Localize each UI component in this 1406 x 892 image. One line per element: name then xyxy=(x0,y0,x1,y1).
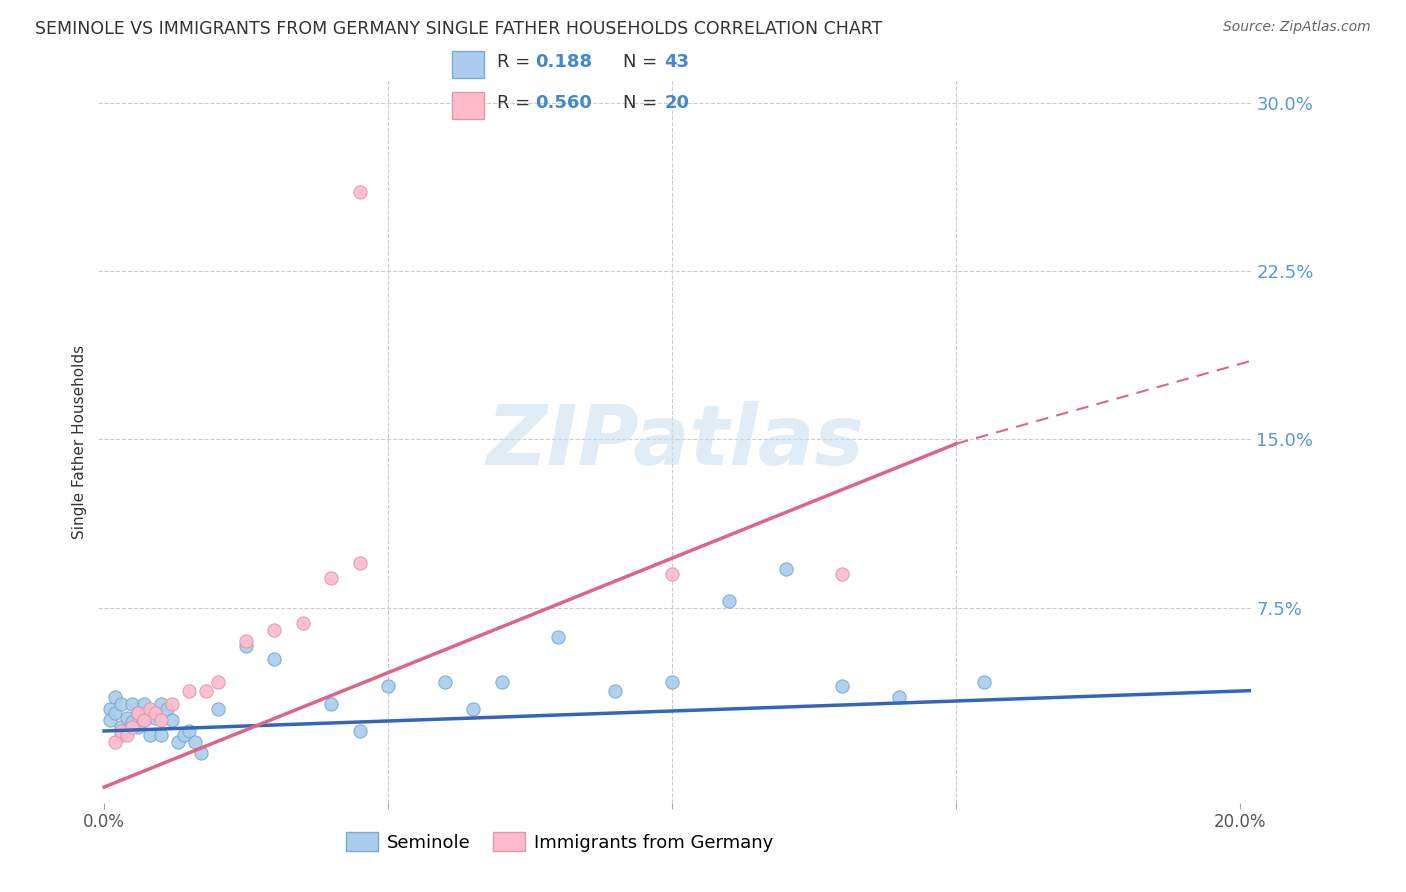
Text: SEMINOLE VS IMMIGRANTS FROM GERMANY SINGLE FATHER HOUSEHOLDS CORRELATION CHART: SEMINOLE VS IMMIGRANTS FROM GERMANY SING… xyxy=(35,20,883,37)
Point xyxy=(889,690,911,705)
Point xyxy=(605,683,627,698)
FancyBboxPatch shape xyxy=(453,51,484,78)
Point xyxy=(463,701,485,715)
Point xyxy=(121,697,143,711)
Legend: Seminole, Immigrants from Germany: Seminole, Immigrants from Germany xyxy=(339,825,780,859)
Point xyxy=(235,639,257,653)
Point xyxy=(98,701,121,715)
Point xyxy=(717,594,740,608)
Point xyxy=(115,729,138,743)
Point xyxy=(104,735,127,749)
Point xyxy=(321,697,343,711)
Point xyxy=(831,566,853,581)
FancyBboxPatch shape xyxy=(453,92,484,119)
Point xyxy=(132,713,155,727)
Point xyxy=(127,719,149,733)
Text: 0.188: 0.188 xyxy=(534,53,592,70)
Text: 0.560: 0.560 xyxy=(534,94,592,112)
Point xyxy=(121,714,143,729)
Point xyxy=(115,710,138,724)
Text: 43: 43 xyxy=(665,53,689,70)
Point xyxy=(162,713,184,727)
Point xyxy=(547,630,569,644)
Point xyxy=(138,729,160,743)
Point xyxy=(98,713,121,727)
Point xyxy=(110,724,132,739)
Point xyxy=(207,701,229,715)
Point xyxy=(263,652,285,666)
Point xyxy=(661,566,683,581)
Point xyxy=(433,674,456,689)
Text: N =: N = xyxy=(623,94,664,112)
Point xyxy=(195,683,218,698)
Text: R =: R = xyxy=(496,94,536,112)
Point xyxy=(121,719,143,733)
Point xyxy=(184,735,207,749)
Point xyxy=(291,616,314,631)
Point xyxy=(179,683,201,698)
Point xyxy=(110,729,132,743)
Point xyxy=(377,679,399,693)
Point xyxy=(162,697,184,711)
Point xyxy=(167,735,190,749)
Text: N =: N = xyxy=(623,53,664,70)
Point xyxy=(115,724,138,739)
Point xyxy=(349,556,371,570)
Point xyxy=(349,724,371,739)
Point xyxy=(661,674,683,689)
Point xyxy=(132,713,155,727)
Point xyxy=(110,697,132,711)
Point xyxy=(143,710,166,724)
Text: Source: ZipAtlas.com: Source: ZipAtlas.com xyxy=(1223,20,1371,34)
Point xyxy=(155,701,177,715)
Point xyxy=(104,706,127,720)
Text: 20: 20 xyxy=(665,94,689,112)
Point xyxy=(110,719,132,733)
Point xyxy=(132,697,155,711)
Point xyxy=(263,623,285,637)
Y-axis label: Single Father Households: Single Father Households xyxy=(72,344,87,539)
Point xyxy=(127,706,149,720)
Point xyxy=(127,706,149,720)
Point xyxy=(104,690,127,705)
Point xyxy=(491,674,513,689)
Text: ZIPatlas: ZIPatlas xyxy=(486,401,863,482)
Point xyxy=(149,729,172,743)
Point xyxy=(831,679,853,693)
Point xyxy=(149,713,172,727)
Point xyxy=(173,729,195,743)
Point xyxy=(149,697,172,711)
Point xyxy=(775,562,797,576)
Point xyxy=(349,186,371,200)
Point xyxy=(179,724,201,739)
Point xyxy=(321,571,343,585)
Point xyxy=(138,701,160,715)
Point xyxy=(207,674,229,689)
Point xyxy=(235,634,257,648)
Point xyxy=(190,747,212,761)
Point xyxy=(143,706,166,720)
Point xyxy=(973,674,995,689)
Text: R =: R = xyxy=(496,53,536,70)
